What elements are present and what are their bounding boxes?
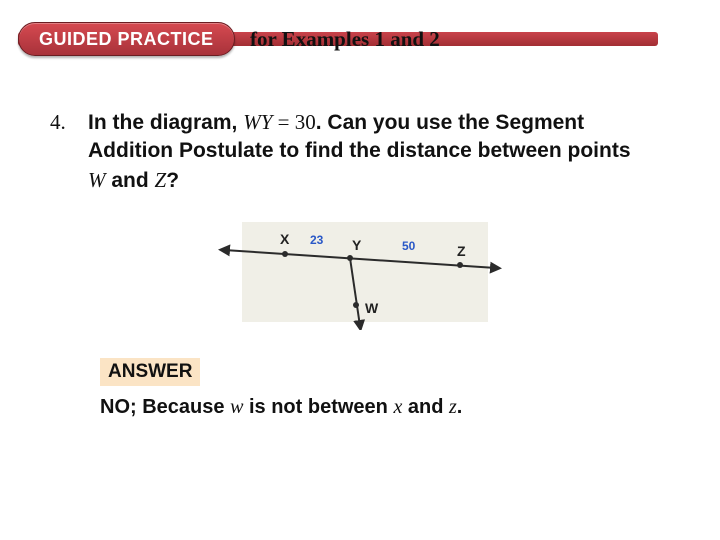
guided-practice-pill: GUIDED PRACTICE <box>18 22 235 56</box>
ans-v1: w <box>230 396 243 418</box>
q-and: and <box>106 169 155 192</box>
point-x <box>282 251 288 257</box>
question-number: 4. <box>50 110 66 135</box>
ans-mid: is not between <box>243 396 393 418</box>
point-y <box>347 255 353 261</box>
label-z: Z <box>457 243 466 259</box>
answer-tag: ANSWER <box>100 358 200 386</box>
ans-suffix: . <box>457 396 463 418</box>
q-eq: = <box>272 110 294 134</box>
q-val: 30 <box>295 110 316 134</box>
question-text: In the diagram, WY = 30. Can you use the… <box>88 108 648 195</box>
q-var-z: Z <box>155 168 167 192</box>
geometry-diagram: X Y Z W 23 50 <box>210 210 510 330</box>
diagram-svg: X Y Z W 23 50 <box>210 210 510 330</box>
label-w: W <box>365 300 379 316</box>
answer-text: NO; Because w is not between x and z. <box>100 396 660 419</box>
ans-and: and <box>402 396 449 418</box>
point-z <box>457 262 463 268</box>
q-suffix: ? <box>166 169 179 192</box>
label-y: Y <box>352 237 362 253</box>
q-prefix: In the diagram, <box>88 111 243 134</box>
q-var-w: W <box>88 168 106 192</box>
point-w <box>353 302 359 308</box>
q-var-wy: WY <box>243 110 272 134</box>
label-x: X <box>280 231 290 247</box>
ans-prefix: NO; Because <box>100 396 230 418</box>
ans-v3: z <box>449 396 457 418</box>
ans-v2: x <box>393 396 402 418</box>
seg-yz-label: 50 <box>402 239 416 253</box>
header-banner: GUIDED PRACTICE for Examples 1 and 2 <box>0 22 720 56</box>
seg-xy-label: 23 <box>310 233 324 247</box>
banner-subtitle: for Examples 1 and 2 <box>250 27 440 52</box>
pill-label: GUIDED PRACTICE <box>39 29 214 50</box>
